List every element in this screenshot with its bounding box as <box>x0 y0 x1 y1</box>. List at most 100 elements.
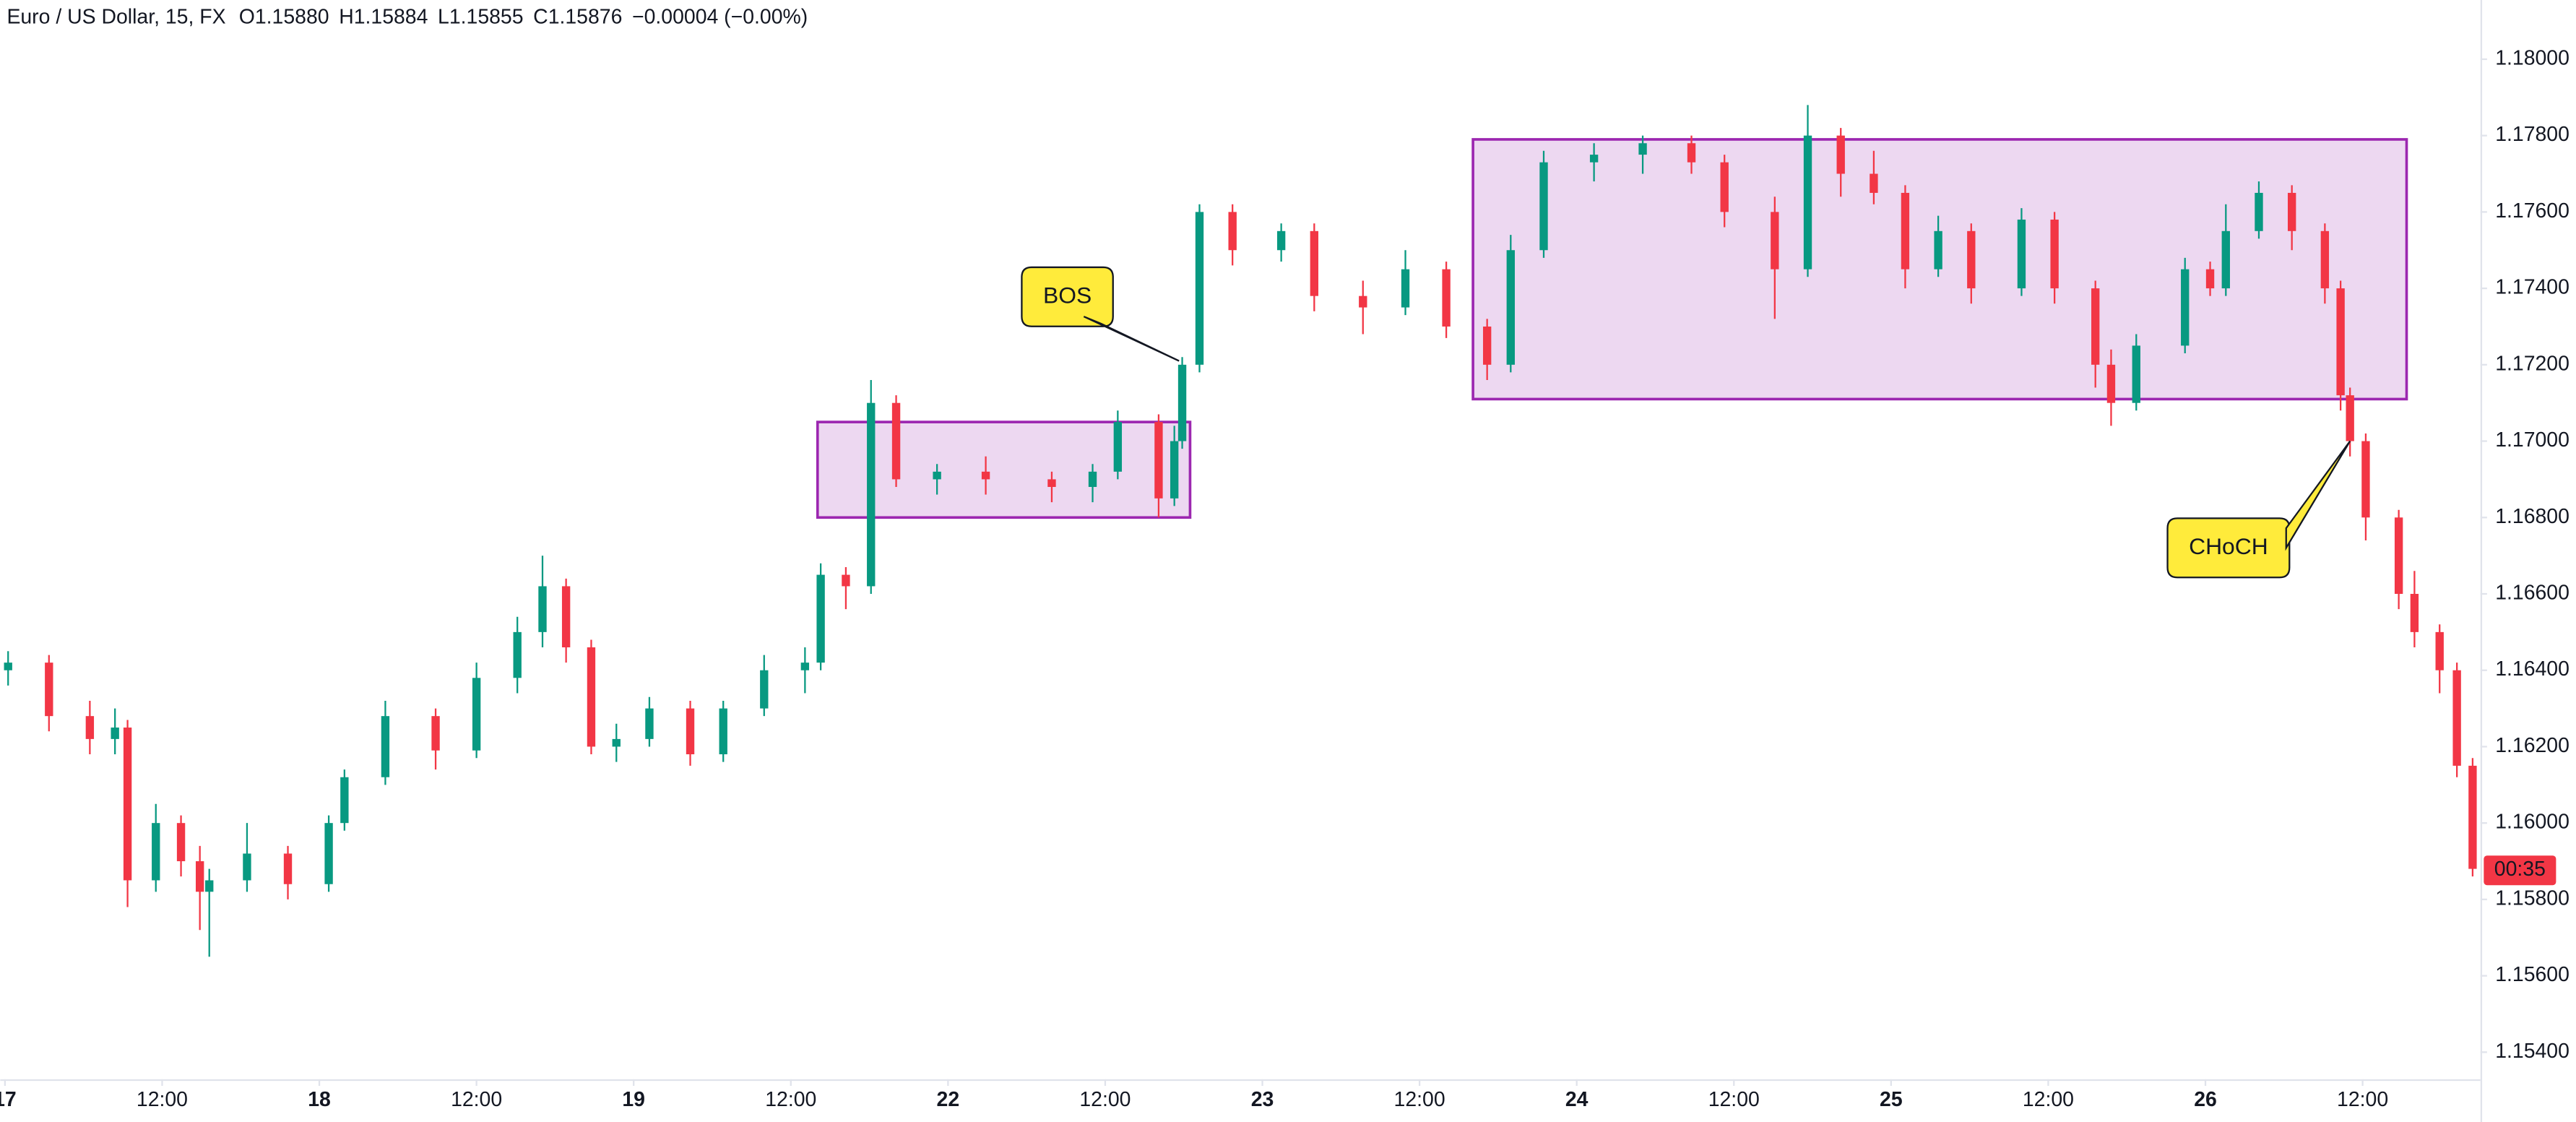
y-tick-label: 1.15800 <box>2495 886 2569 910</box>
y-tick-label: 1.18000 <box>2495 46 2569 69</box>
candle-body <box>2050 219 2059 289</box>
x-tick-label: 24 <box>1565 1088 1589 1111</box>
symbol-header: Euro / US Dollar, 15, FX O 1.15880 H 1.1588… <box>7 6 808 29</box>
candle-body <box>1088 471 1097 487</box>
candle-body <box>981 471 990 480</box>
candle-body <box>561 586 571 648</box>
x-tick-label: 12:00 <box>137 1088 188 1111</box>
candle-body <box>111 728 119 739</box>
candle-body <box>2410 594 2419 632</box>
candle-body <box>587 647 596 747</box>
candle-body <box>1901 192 1910 269</box>
y-tick-label: 1.16800 <box>2495 505 2569 528</box>
candle-body <box>1047 479 1056 487</box>
candle-body <box>1195 212 1204 365</box>
callout-box <box>2166 517 2291 579</box>
candle-body <box>1934 230 1942 269</box>
ohlc-value: 1.15876 <box>548 6 623 29</box>
candle-body <box>176 823 186 862</box>
callout-pointer <box>2285 440 2351 551</box>
candle-body <box>2255 192 2263 231</box>
candle-body <box>340 777 349 824</box>
y-tick-label: 1.17200 <box>2495 352 2569 375</box>
candle-body <box>1113 422 1123 472</box>
ohlc-value: 1.15884 <box>354 6 428 29</box>
callout-text: BOS <box>1043 282 1092 308</box>
candle-body <box>1539 162 1548 251</box>
x-tick-label: 23 <box>1251 1088 1274 1111</box>
y-tick-label: 1.17600 <box>2495 199 2569 223</box>
candle-body <box>1170 441 1179 499</box>
x-tick-label: 25 <box>1880 1088 1903 1111</box>
callout: BOS <box>1021 266 1180 362</box>
candle-body <box>891 402 901 480</box>
callout: CHoCH <box>2166 440 2351 579</box>
candle-body <box>760 670 769 709</box>
candle-body <box>1177 364 1187 441</box>
callout-pointer <box>1083 316 1180 362</box>
candle-body <box>283 853 293 884</box>
candle-body <box>2181 269 2190 346</box>
candle-body <box>2091 288 2100 365</box>
candle-body <box>431 716 440 751</box>
candle-body <box>645 708 654 739</box>
candle-body <box>1803 135 1812 269</box>
countdown-label: 00:35 <box>2494 858 2546 881</box>
candle-body <box>2394 517 2403 595</box>
candle-body <box>686 708 695 755</box>
candle-body <box>2320 230 2330 289</box>
candle-body <box>1720 162 1729 212</box>
candle-body <box>243 853 251 881</box>
y-tick-label: 1.17000 <box>2495 428 2569 452</box>
candle-body <box>123 728 132 881</box>
candle-body <box>45 663 53 717</box>
y-tick-label: 1.15400 <box>2495 1040 2569 1063</box>
candle-body <box>1687 143 1696 163</box>
plot-area: BOS CHoCH <box>4 105 2477 957</box>
candle-body <box>2468 765 2477 869</box>
candle-body <box>538 586 547 632</box>
candle-body <box>2435 631 2444 670</box>
symbol-title: Euro / US Dollar, 15, FX <box>7 6 225 29</box>
candle-body <box>324 823 333 884</box>
candle-body <box>933 471 941 480</box>
x-tick-label: 12:00 <box>1079 1088 1131 1111</box>
candle-body <box>381 716 390 777</box>
candle-body <box>2106 364 2116 403</box>
candle-body <box>1442 269 1451 327</box>
x-tick-label: 12:00 <box>1708 1088 1760 1111</box>
x-tick-label: 17 <box>0 1088 17 1111</box>
candle-body <box>152 823 160 881</box>
ohlc-value: 1.15880 <box>255 6 329 29</box>
candle-body <box>472 678 481 751</box>
ohlc-value: 1.15855 <box>449 6 524 29</box>
candle-body <box>2205 269 2215 289</box>
ohlc-label: O <box>239 6 255 29</box>
x-tick-label: 18 <box>308 1088 331 1111</box>
candle-body <box>1589 155 1599 163</box>
candle-body <box>842 574 850 587</box>
y-tick-label: 1.16400 <box>2495 657 2569 681</box>
candle-body <box>2132 345 2140 403</box>
candle-body <box>719 708 727 755</box>
y-tick-label: 1.17400 <box>2495 276 2569 299</box>
x-tick-label: 12:00 <box>451 1088 502 1111</box>
zone <box>816 420 1192 519</box>
x-tick-label: 19 <box>622 1088 645 1111</box>
candle-body <box>2221 230 2230 289</box>
candle-body <box>1836 135 1845 174</box>
callout-text: CHoCH <box>2189 533 2268 559</box>
x-tick-label: 12:00 <box>2337 1088 2388 1111</box>
candle-body <box>85 716 95 739</box>
y-tick-label: 1.16200 <box>2495 734 2569 757</box>
candle-body <box>1967 230 1976 289</box>
y-tick-label: 1.16000 <box>2495 811 2569 834</box>
candle-body <box>1154 422 1163 499</box>
candle-body <box>612 738 621 747</box>
y-tick-label: 1.16600 <box>2495 582 2569 605</box>
candle-body <box>867 402 876 587</box>
candle-body <box>205 880 214 892</box>
candle-body <box>816 574 825 663</box>
